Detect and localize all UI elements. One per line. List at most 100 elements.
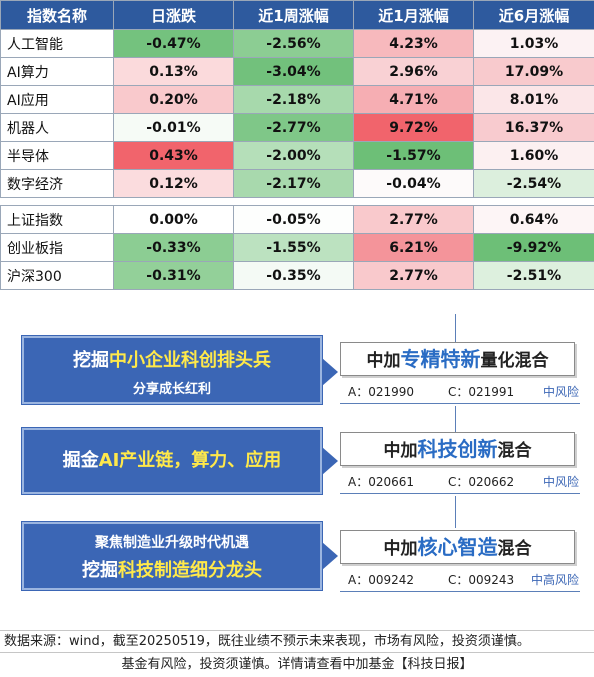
change-value-cell: 17.09% <box>473 57 594 86</box>
separator-cell <box>0 197 594 206</box>
change-value-cell: 0.64% <box>473 205 594 234</box>
change-value-cell: 0.43% <box>113 141 234 170</box>
change-value-cell: -2.00% <box>233 141 354 170</box>
fund-3-divider <box>340 566 580 592</box>
change-value-cell: 16.37% <box>473 113 594 142</box>
change-value-cell: -2.17% <box>233 169 354 198</box>
theme-box-manufacturing: 聚焦制造业升级时代机遇 挖掘科技制造细分龙头 <box>22 522 322 590</box>
connector-line <box>455 496 456 528</box>
table-row: 半导体 0.43% -2.00% -1.57% 1.60% <box>0 141 594 170</box>
theme-1-highlight: 中小企业科创排头兵 <box>109 350 271 371</box>
header-daily-change: 日涨跌 <box>113 0 234 30</box>
table-row: 机器人 -0.01% -2.77% 9.72% 16.37% <box>0 113 594 142</box>
change-value-cell: -2.56% <box>233 29 354 58</box>
fund-2-pre: 中加 <box>383 441 418 461</box>
index-name-cell: 机器人 <box>0 113 114 142</box>
change-value-cell: -0.35% <box>233 261 354 290</box>
change-value-cell: 1.60% <box>473 141 594 170</box>
header-1week-change: 近1周涨幅 <box>233 0 354 30</box>
theme-box-sme: 挖掘中小企业科创排头兵 分享成长红利 <box>22 336 322 404</box>
risk-disclaimer: 基金有风险，投资须谨慎。详情请查看中加基金【科技日报】 <box>121 657 473 672</box>
header-index-name: 指数名称 <box>0 0 114 30</box>
fund-1-post: 量化混合 <box>480 351 549 371</box>
theme-3-line1: 聚焦制造业升级时代机遇 <box>95 535 249 551</box>
fund-1-keyword: 专精特新 <box>400 347 481 371</box>
change-value-cell: 2.77% <box>353 205 474 234</box>
fund-2-risk-level: 中风险 <box>542 475 579 489</box>
fund-3-risk-level: 中高风险 <box>530 573 579 587</box>
change-value-cell: -0.47% <box>113 29 234 58</box>
change-value-cell: 4.23% <box>353 29 474 58</box>
connector-line <box>455 406 456 432</box>
change-value-cell: -1.55% <box>233 233 354 262</box>
fund-1-pre: 中加 <box>366 351 401 371</box>
index-name-cell: AI应用 <box>0 85 114 114</box>
table-row: AI应用 0.20% -2.18% 4.71% 8.01% <box>0 85 594 114</box>
fund-1-name[interactable]: 中加专精特新量化混合 <box>340 342 575 376</box>
theme-3-prefix: 挖掘 <box>82 560 118 581</box>
arrow-icon <box>322 358 338 386</box>
table-row: 人工智能 -0.47% -2.56% 4.23% 1.03% <box>0 29 594 58</box>
header-1month-change: 近1月涨幅 <box>353 0 474 30</box>
table-row: 沪深300 -0.31% -0.35% 2.77% -2.51% <box>0 261 594 290</box>
fund-card-2[interactable]: 中加科技创新混合 A：020661 C：020662 中风险 <box>340 432 580 494</box>
index-name-cell: 创业板指 <box>0 233 114 262</box>
arrow-icon <box>322 447 338 475</box>
fund-2-a-code: A：020661 <box>348 475 415 489</box>
change-value-cell: -2.51% <box>473 261 594 290</box>
fund-2-c-code: C：020662 <box>448 475 515 489</box>
fund-2-name[interactable]: 中加科技创新混合 <box>340 432 575 466</box>
change-value-cell: 0.12% <box>113 169 234 198</box>
theme-2-highlight: AI产业链， <box>98 450 192 471</box>
change-value-cell: 0.20% <box>113 85 234 114</box>
theme-2-suffix: 算力、应用 <box>191 450 282 471</box>
table-row: 上证指数 0.00% -0.05% 2.77% 0.64% <box>0 205 594 234</box>
change-value-cell: 0.13% <box>113 57 234 86</box>
fund-3-name[interactable]: 中加核心智造混合 <box>340 530 575 564</box>
index-name-cell: 数字经济 <box>0 169 114 198</box>
change-value-cell: 8.01% <box>473 85 594 114</box>
theme-3-highlight: 科技制造细分龙头 <box>118 560 262 581</box>
change-value-cell: 4.71% <box>353 85 474 114</box>
theme-box-ai: 掘金AI产业链，算力、应用 <box>22 428 322 494</box>
fund-1-risk-level: 中风险 <box>542 385 579 399</box>
change-value-cell: 9.72% <box>353 113 474 142</box>
connector-line <box>455 314 456 344</box>
header-6month-change: 近6月涨幅 <box>473 0 594 30</box>
change-value-cell: -2.77% <box>233 113 354 142</box>
index-name-cell: 上证指数 <box>0 205 114 234</box>
table-row: 创业板指 -0.33% -1.55% 6.21% -9.92% <box>0 233 594 262</box>
fund-3-pre: 中加 <box>383 539 418 559</box>
index-performance-table: 指数名称 日涨跌 近1周涨幅 近1月涨幅 近6月涨幅 人工智能 -0.47% -2.… <box>0 0 594 290</box>
group-separator <box>0 197 594 206</box>
theme-2-prefix: 掘金 <box>62 450 99 471</box>
change-value-cell: 0.00% <box>113 205 234 234</box>
change-value-cell: -9.92% <box>473 233 594 262</box>
change-value-cell: -0.33% <box>113 233 234 262</box>
fund-1-divider <box>340 378 580 404</box>
theme-1-subtitle: 分享成长红利 <box>132 382 211 397</box>
table-header-row: 指数名称 日涨跌 近1周涨幅 近1月涨幅 近6月涨幅 <box>0 0 594 30</box>
index-name-cell: 半导体 <box>0 141 114 170</box>
change-value-cell: -2.18% <box>233 85 354 114</box>
change-value-cell: -3.04% <box>233 57 354 86</box>
change-value-cell: -1.57% <box>353 141 474 170</box>
fund-card-1[interactable]: 中加专精特新量化混合 A：021990 C：021991 中风险 <box>340 342 580 404</box>
fund-3-c-code: C：009243 <box>448 573 515 587</box>
fund-2-post: 混合 <box>497 441 532 461</box>
fund-2-keyword: 科技创新 <box>417 437 498 461</box>
change-value-cell: 1.03% <box>473 29 594 58</box>
fund-1-a-code: A：021990 <box>348 385 415 399</box>
arrow-icon <box>322 542 338 570</box>
fund-section: 挖掘中小企业科创排头兵 分享成长红利 掘金AI产业链，算力、应用 聚焦制造业升级… <box>0 314 594 628</box>
change-value-cell: -2.54% <box>473 169 594 198</box>
fund-3-a-code: A：009242 <box>348 573 415 587</box>
change-value-cell: 2.77% <box>353 261 474 290</box>
fund-3-post: 混合 <box>497 539 532 559</box>
change-value-cell: 2.96% <box>353 57 474 86</box>
index-name-cell: 人工智能 <box>0 29 114 58</box>
index-name-cell: 沪深300 <box>0 261 114 290</box>
change-value-cell: -0.04% <box>353 169 474 198</box>
fund-card-3[interactable]: 中加核心智造混合 A：009242 C：009243 中高风险 <box>340 530 580 592</box>
data-source-note: 数据来源：wind，截至20250519，既往业绩不预示未来表现，市场有风险，投… <box>0 630 594 653</box>
